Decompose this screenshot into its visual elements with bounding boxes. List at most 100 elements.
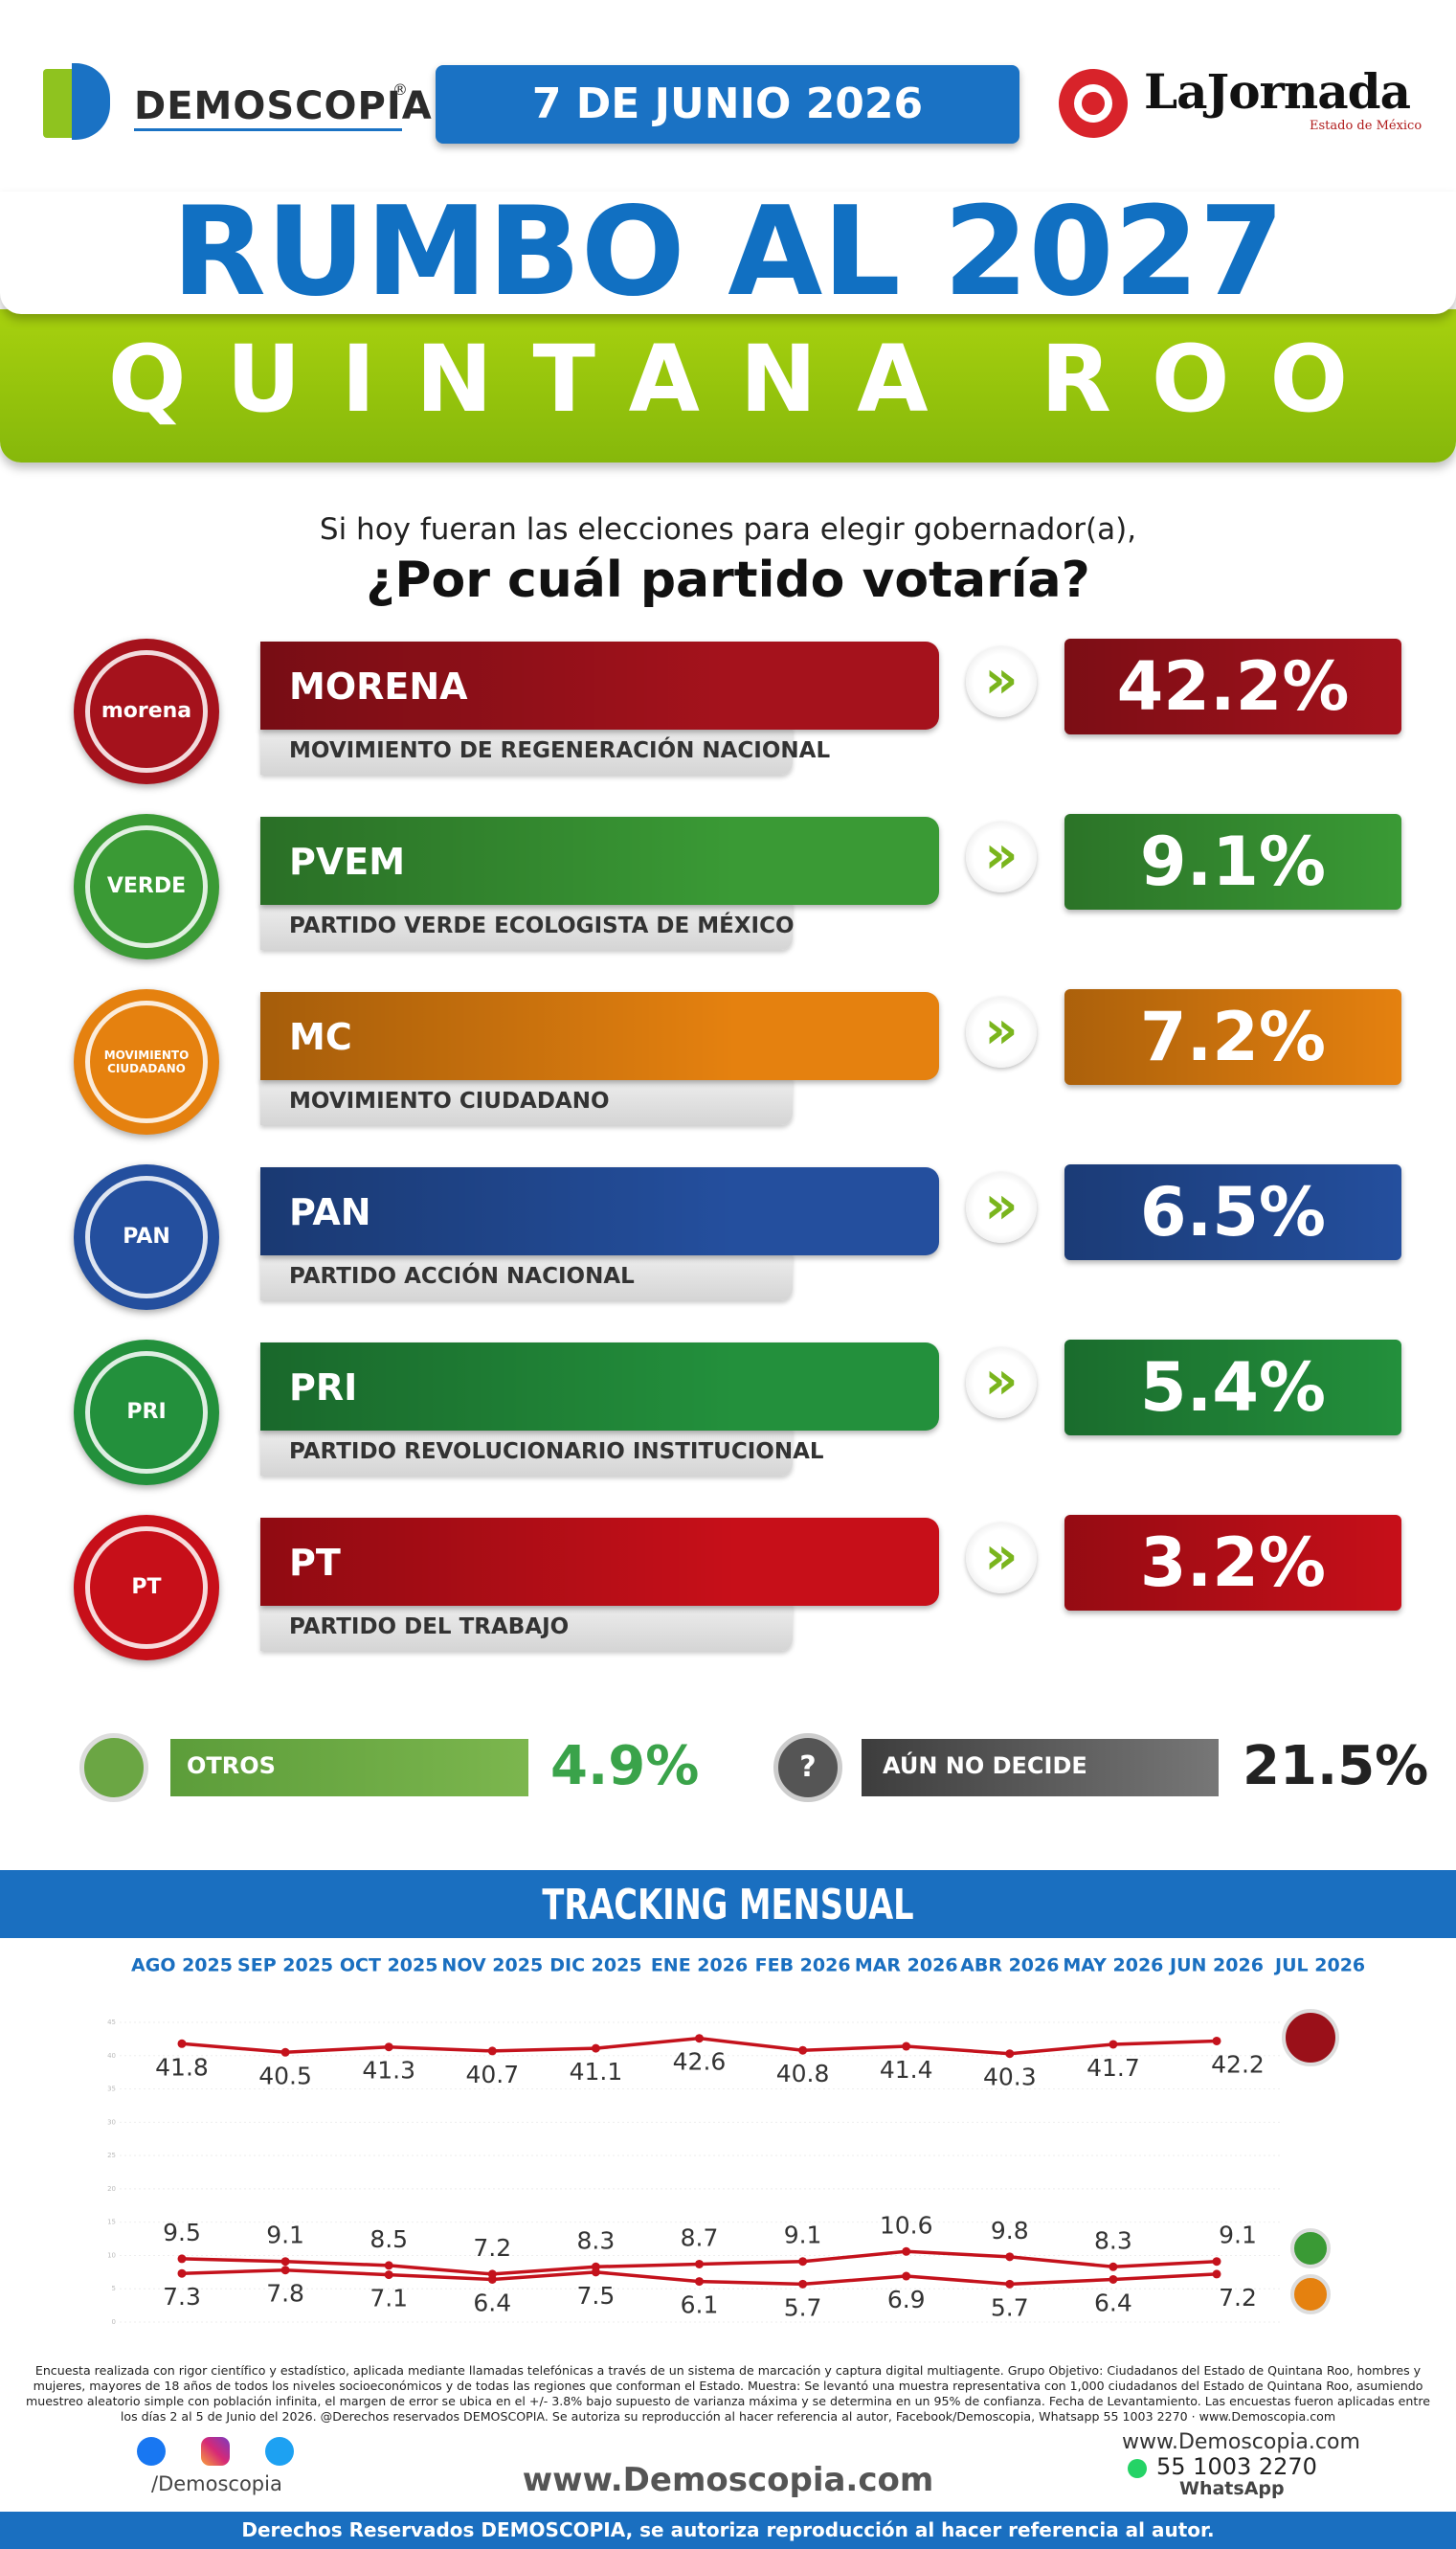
logo-icon xyxy=(43,69,72,138)
y-tick-label: 25 xyxy=(107,2152,116,2159)
brand: DEMOSCOPIA xyxy=(134,84,433,128)
party-bar xyxy=(260,992,939,1080)
x-tick-label: SEP 2025 xyxy=(237,1955,333,1976)
data-label: 6.1 xyxy=(681,2291,719,2319)
question-line2: ¿Por cuál partido votaría? xyxy=(366,552,1090,609)
party-logo-text: VERDE xyxy=(106,874,187,898)
others-bar xyxy=(170,1739,528,1796)
point xyxy=(384,2042,393,2052)
undecided-icon: ? xyxy=(773,1733,842,1802)
brand-underline xyxy=(134,128,402,131)
party-name: MOVIMIENTO CIUDADANO xyxy=(289,1089,610,1114)
party-abbr: MC xyxy=(289,1016,352,1058)
x-tick-label: MAY 2026 xyxy=(1063,1955,1163,1976)
point xyxy=(487,2046,497,2056)
party-abbr: PAN xyxy=(289,1191,371,1233)
data-label: 8.7 xyxy=(681,2223,719,2251)
value-box xyxy=(1064,1515,1401,1611)
party-name: PARTIDO DEL TRABAJO xyxy=(289,1614,570,1639)
data-label: 7.5 xyxy=(577,2282,616,2310)
whatsapp-icon xyxy=(1128,2459,1147,2478)
party-name: MOVIMIENTO DE REGENERACIÓN NACIONAL xyxy=(289,738,831,763)
x-tick-label: JUN 2026 xyxy=(1168,1955,1264,1976)
point xyxy=(280,2257,290,2267)
party-name: PARTIDO ACCIÓN NACIONAL xyxy=(289,1264,635,1289)
x-tick-label: FEB 2026 xyxy=(755,1955,851,1976)
chevron-circle xyxy=(966,822,1037,892)
rights-bar: Derechos Reservados DEMOSCOPIA, se autor… xyxy=(0,2512,1456,2549)
partner: LaJornada xyxy=(1144,63,1411,120)
value-box xyxy=(1064,1340,1401,1435)
data-label: 6.9 xyxy=(887,2286,926,2313)
point xyxy=(902,2246,911,2256)
party-value: 3.2% xyxy=(1139,1523,1327,1602)
party-logo-text: PAN xyxy=(123,1225,170,1249)
site-right: www.Demoscopia.com xyxy=(1122,2430,1360,2454)
party-bar xyxy=(260,1342,939,1431)
whatsapp-label: WhatsApp xyxy=(1179,2478,1285,2499)
party-name: PARTIDO REVOLUCIONARIO INSTITUCIONAL xyxy=(289,1439,824,1464)
data-label: 41.7 xyxy=(1086,2054,1140,2082)
party-sub-bar xyxy=(260,1077,793,1125)
party-value: 5.4% xyxy=(1139,1348,1327,1427)
data-label: 41.1 xyxy=(570,2058,623,2086)
others-label: OTROS xyxy=(187,1752,276,1779)
party-logo-ring xyxy=(85,1526,208,1649)
point xyxy=(1005,2252,1015,2262)
point xyxy=(695,2277,704,2287)
point xyxy=(1109,2040,1118,2049)
data-label: 7.1 xyxy=(370,2285,408,2312)
date-box: 7 DE JUNIO 2026 xyxy=(436,65,1019,144)
party-sub-bar xyxy=(260,1428,793,1476)
party-abbr: PVEM xyxy=(289,841,406,883)
point xyxy=(591,2043,600,2053)
y-tick-label: 0 xyxy=(112,2318,116,2326)
legend-icon xyxy=(1282,2009,1339,2066)
data-label: 5.7 xyxy=(784,2293,822,2321)
chevron-circle xyxy=(966,1523,1037,1593)
point xyxy=(1212,2269,1221,2279)
chevron: » xyxy=(984,649,1019,710)
party-logo-text: PRI xyxy=(126,1400,167,1424)
point xyxy=(1212,2257,1221,2267)
party-bar xyxy=(260,642,939,730)
y-tick-label: 15 xyxy=(107,2219,116,2226)
party-logo-ring xyxy=(85,1351,208,1474)
x-tick-label: MAR 2026 xyxy=(855,1955,958,1976)
data-label: 9.1 xyxy=(266,2222,304,2249)
point xyxy=(902,2041,911,2051)
party-bar xyxy=(260,1167,939,1255)
data-label: 7.2 xyxy=(1219,2284,1257,2312)
point xyxy=(798,2257,808,2267)
party-abbr: PRI xyxy=(289,1366,358,1409)
data-label: 7.8 xyxy=(266,2280,304,2308)
y-tick-label: 20 xyxy=(107,2185,116,2193)
data-label: 42.6 xyxy=(673,2048,727,2076)
undecided-bar xyxy=(862,1739,1219,1796)
point xyxy=(487,2269,497,2279)
chevron-circle xyxy=(966,997,1037,1068)
data-label: 41.8 xyxy=(155,2053,209,2081)
value-box xyxy=(1064,639,1401,734)
party-logo-text: MOVIMIENTO CIUDADANO xyxy=(103,1049,190,1075)
point xyxy=(1109,2274,1118,2284)
y-tick-label: 5 xyxy=(112,2285,116,2292)
data-label: 40.8 xyxy=(776,2060,830,2087)
data-label: 8.5 xyxy=(370,2225,408,2253)
partner-sub: Estado de México xyxy=(1310,119,1422,133)
partner-logo xyxy=(1059,69,1128,138)
data-label: 40.7 xyxy=(465,2061,519,2088)
y-tick-label: 10 xyxy=(107,2251,116,2259)
party-value: 7.2% xyxy=(1139,998,1327,1076)
undecided-value: 21.5% xyxy=(1243,1735,1429,1797)
chevron: » xyxy=(984,1525,1019,1586)
data-label: 9.1 xyxy=(1219,2222,1257,2249)
title: RUMBO AL 2027 xyxy=(171,181,1285,324)
party-name: PARTIDO VERDE ECOLOGISTA DE MÉXICO xyxy=(289,914,795,938)
party-sub-bar xyxy=(260,727,793,775)
x-tick-label: ENE 2026 xyxy=(651,1955,748,1976)
point xyxy=(384,2261,393,2270)
point xyxy=(798,2279,808,2289)
value-box xyxy=(1064,989,1401,1085)
